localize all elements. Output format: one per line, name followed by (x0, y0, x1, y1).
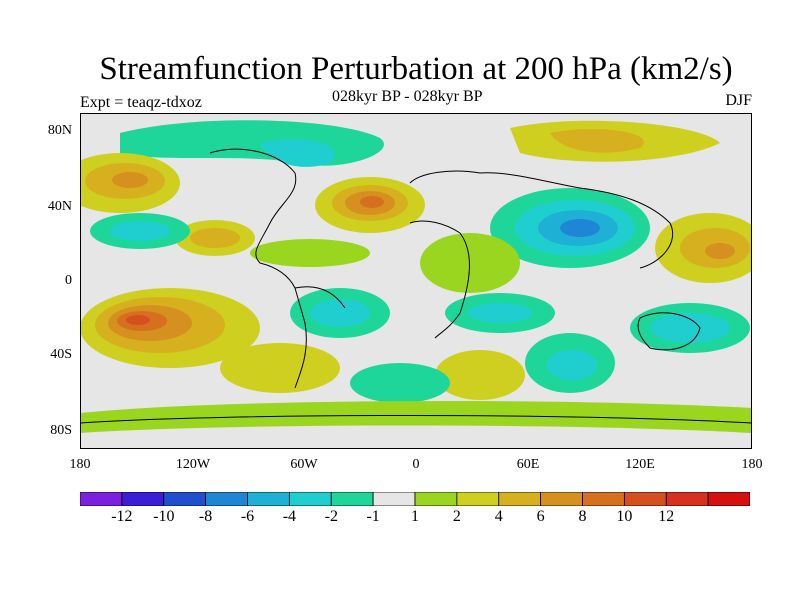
lat-tick-40s: 40S (50, 347, 72, 362)
colorbar-box (665, 492, 709, 506)
colorbar (80, 492, 750, 506)
contour-fields (80, 120, 752, 433)
colorbar-box (247, 492, 290, 506)
colorbar-box (707, 492, 750, 506)
colorbar-label: -12 (111, 508, 133, 525)
colorbar-label: -8 (198, 508, 213, 525)
colorbar-box (540, 492, 583, 506)
lon-tick-0: 0 (412, 457, 420, 472)
colorbar-box (80, 492, 123, 506)
lon-tick-120w: 120W (175, 457, 211, 472)
experiment-label: Expt = teaqz-tdxoz (80, 94, 202, 111)
map-border (80, 113, 752, 449)
plot-subtitle: 028kyr BP - 028kyr BP (332, 88, 483, 105)
lon-tick-180w: 180 (69, 457, 91, 472)
lat-tick-80n: 80N (47, 123, 72, 138)
colorbar-box (163, 492, 207, 506)
colorbar-label: 2 (452, 508, 461, 525)
plot-title: Streamfunction Perturbation at 200 hPa (… (99, 51, 733, 87)
colorbar-label: 8 (578, 508, 587, 525)
colorbar-label: 12 (658, 508, 675, 525)
colorbar-box (330, 492, 374, 506)
lon-tick-180e: 180 (741, 457, 763, 472)
lat-tick-40n: 40N (47, 199, 72, 214)
colorbar-label: 1 (411, 508, 419, 525)
lat-tick-0: 0 (65, 273, 72, 288)
streamfunction-map (80, 113, 752, 449)
colorbar-box (456, 492, 500, 506)
lon-tick-120e: 120E (625, 457, 655, 472)
colorbar-label: -6 (240, 508, 255, 525)
season-label: DJF (725, 92, 752, 109)
colorbar-box (582, 492, 625, 506)
colorbar-box (372, 492, 416, 506)
colorbar-label: -2 (324, 508, 338, 525)
colorbar-box (288, 492, 332, 506)
colorbar-label: 6 (536, 508, 545, 525)
coastlines (80, 148, 752, 424)
colorbar-box (205, 492, 248, 506)
colorbar-label: -10 (153, 508, 175, 525)
map-frame (80, 113, 752, 449)
colorbar-label: 10 (616, 508, 633, 525)
colorbar-label: -4 (282, 508, 297, 525)
colorbar-label: -1 (366, 508, 380, 525)
lon-tick-60w: 60W (290, 457, 318, 472)
lat-tick-80s: 80S (50, 423, 72, 438)
colorbar-box (498, 492, 542, 506)
colorbar-box (414, 492, 458, 506)
lon-tick-60e: 60E (516, 457, 540, 472)
colorbar-box (121, 492, 165, 506)
colorbar-box (623, 492, 667, 506)
colorbar-label: 4 (494, 508, 503, 525)
